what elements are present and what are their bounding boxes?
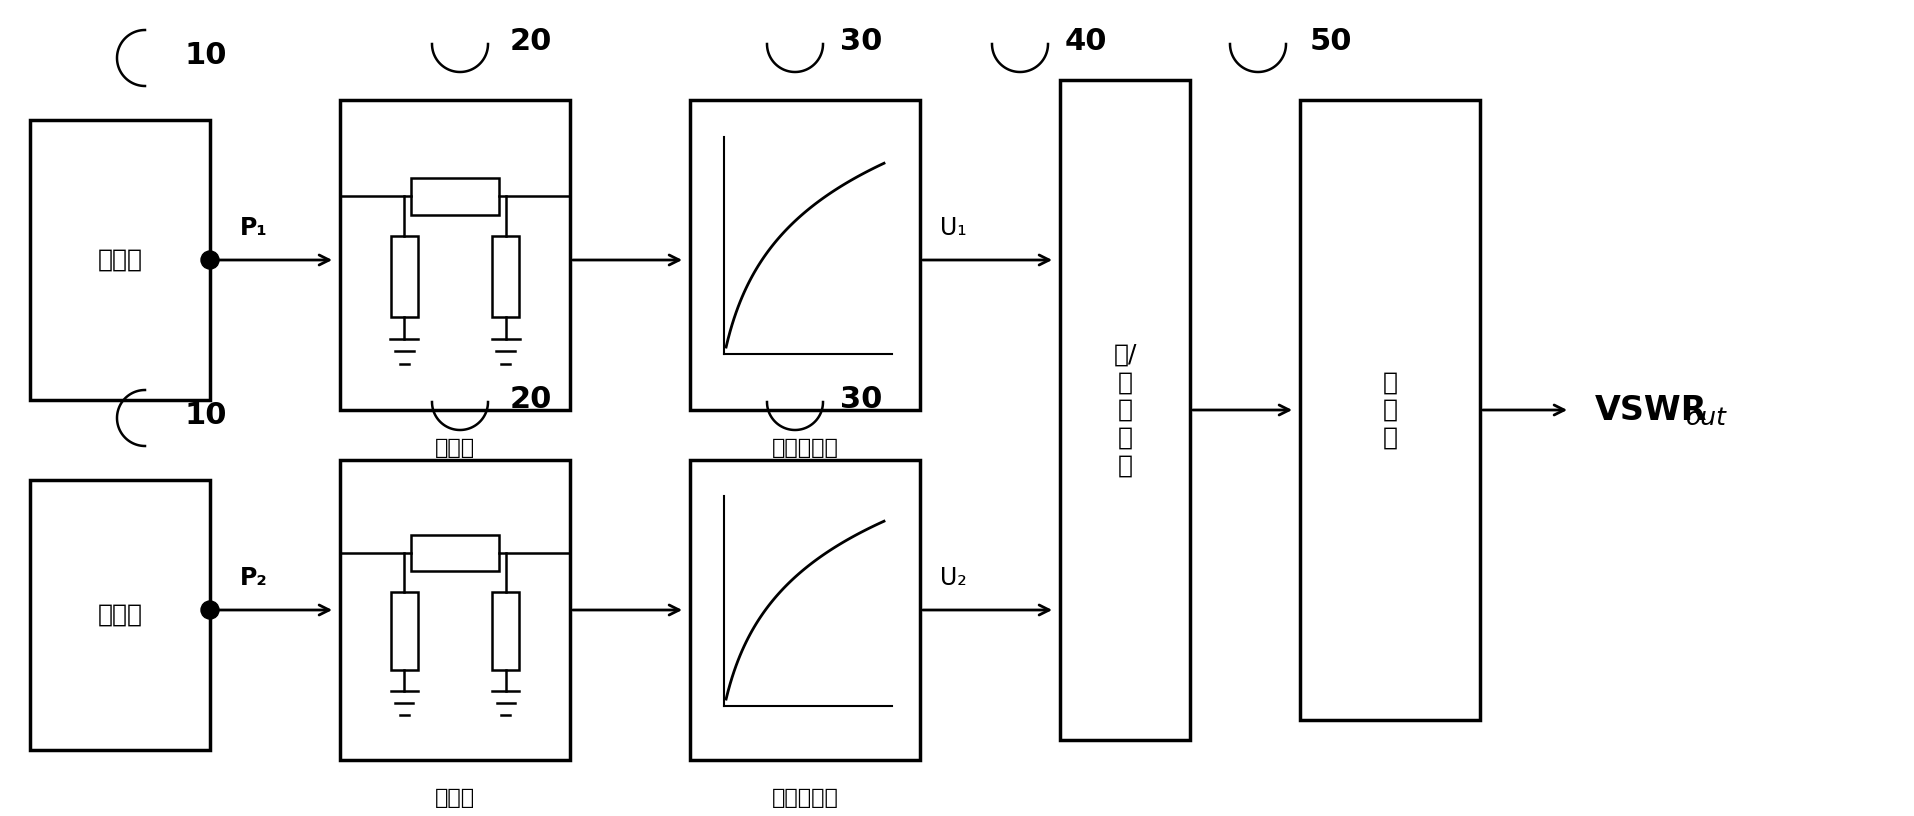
Text: P₁: P₁	[239, 216, 268, 240]
Text: 耦合器: 耦合器	[98, 603, 142, 627]
Bar	[341, 100, 570, 410]
Text: VSWR: VSWR	[1594, 393, 1707, 427]
Text: 40: 40	[1064, 28, 1106, 56]
Bar	[412, 535, 498, 571]
Text: 衰减器: 衰减器	[434, 438, 475, 458]
Bar	[1300, 100, 1480, 720]
Text: 模/
数
转
换
器: 模/ 数 转 换 器	[1112, 343, 1137, 477]
Text: U₁: U₁	[940, 216, 967, 240]
Text: 处
理
器: 处 理 器	[1382, 370, 1397, 450]
Text: 对数检波器: 对数检波器	[771, 788, 838, 808]
Bar	[1060, 80, 1189, 740]
Text: 30: 30	[840, 385, 882, 415]
Bar	[412, 178, 498, 215]
Text: 20: 20	[509, 28, 551, 56]
Bar	[492, 237, 519, 317]
Text: 30: 30	[840, 28, 882, 56]
Bar	[390, 237, 417, 317]
Bar	[492, 592, 519, 670]
Text: 50: 50	[1309, 28, 1351, 56]
Text: 衰减器: 衰减器	[434, 788, 475, 808]
Bar	[341, 460, 570, 760]
Bar	[31, 120, 211, 400]
Text: out: out	[1686, 406, 1726, 430]
Circle shape	[201, 251, 218, 269]
Text: 20: 20	[509, 385, 551, 415]
Text: 对数检波器: 对数检波器	[771, 438, 838, 458]
Bar	[689, 460, 919, 760]
Text: 耦合器: 耦合器	[98, 248, 142, 272]
Text: 10: 10	[186, 41, 228, 69]
Bar	[689, 100, 919, 410]
Text: P₂: P₂	[239, 566, 268, 590]
Text: U₂: U₂	[940, 566, 967, 590]
Circle shape	[201, 601, 218, 619]
Text: 10: 10	[186, 401, 228, 429]
Bar	[31, 480, 211, 750]
Bar	[390, 592, 417, 670]
